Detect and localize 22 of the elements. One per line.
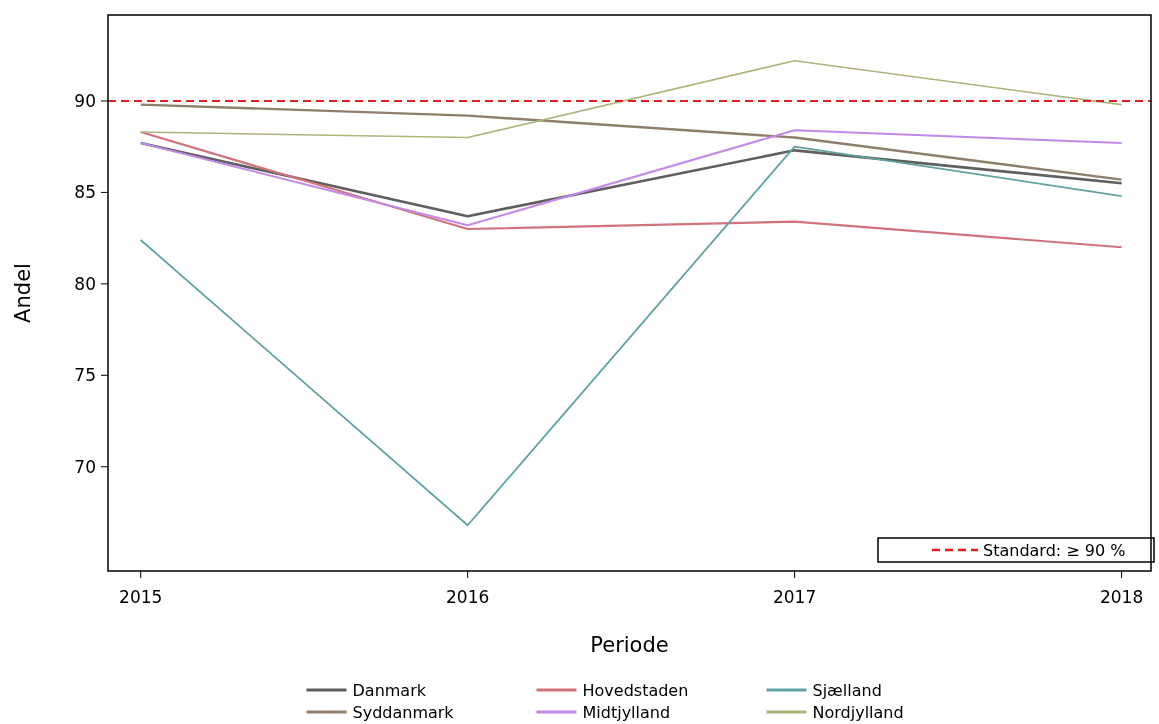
y-tick-label: 85 <box>74 182 96 203</box>
y-axis-title: Andel <box>11 263 35 323</box>
y-tick-label: 80 <box>74 273 96 294</box>
x-axis-title: Periode <box>590 633 669 657</box>
line-series <box>139 145 1123 527</box>
y-tick-label: 75 <box>74 365 96 386</box>
line-series <box>139 59 1123 139</box>
x-tick-label: 2015 <box>119 587 163 607</box>
x-tick-label: 2016 <box>446 587 490 607</box>
y-tick-label: 90 <box>74 90 96 111</box>
legend-label: Sjælland <box>812 680 882 700</box>
legend-label: Hovedstaden <box>582 680 689 700</box>
y-tick-label: 70 <box>74 456 96 477</box>
x-tick-label: 2017 <box>772 587 817 607</box>
line-series <box>139 130 1123 249</box>
line-series <box>139 103 1123 181</box>
legend-label: Midtjylland <box>582 702 671 722</box>
legend-label: Syddanmark <box>352 702 455 722</box>
legend-label: Nordjylland <box>812 702 904 722</box>
legend-label: Standard: ≥ 90 % <box>983 540 1126 560</box>
x-tick-label: 2018 <box>1099 587 1144 607</box>
legend-label: Danmark <box>352 680 427 700</box>
